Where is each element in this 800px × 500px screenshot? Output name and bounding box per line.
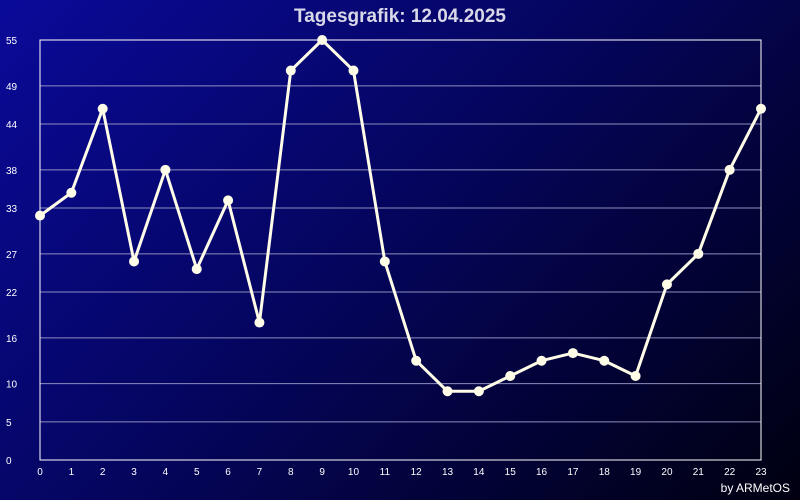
- x-tick-label: 2: [100, 467, 106, 478]
- x-tick-label: 23: [755, 467, 767, 478]
- data-point: [66, 187, 77, 198]
- y-tick-label: 27: [6, 250, 18, 261]
- x-tick-label: 18: [599, 467, 611, 478]
- x-tick-label: 1: [69, 467, 75, 478]
- x-tick-label: 11: [380, 467, 391, 478]
- data-point: [35, 210, 45, 221]
- data-point: [505, 371, 516, 381]
- y-tick-label: 5: [6, 418, 12, 429]
- x-tick-label: 8: [288, 467, 294, 478]
- y-tick-label: 0: [6, 456, 12, 467]
- y-tick-label: 22: [6, 288, 18, 299]
- y-tick-label: 16: [6, 334, 18, 345]
- data-point: [661, 279, 672, 290]
- x-tick-label: 12: [411, 467, 423, 478]
- credit-text: by ARMetOS: [720, 481, 790, 495]
- data-point: [223, 195, 234, 206]
- x-tick-label: 14: [473, 467, 485, 478]
- data-point: [97, 103, 108, 114]
- y-tick-label: 38: [6, 166, 18, 177]
- x-tick-label: 15: [505, 467, 517, 478]
- x-tick-label: 17: [567, 467, 579, 478]
- x-tick-label: 20: [661, 467, 673, 478]
- series-line: [39, 38, 763, 393]
- y-tick-label: 10: [6, 380, 18, 391]
- y-tick-label: 49: [6, 82, 18, 93]
- data-point: [285, 65, 296, 76]
- y-tick-label: 33: [6, 204, 18, 215]
- x-tick-label: 16: [536, 467, 548, 478]
- x-axis-tick-labels: 0 1 2 3 4 5 6 7 8 9 10 11 12 13 14 15 16 17 18 19 20 21 22 23: [37, 467, 767, 478]
- y-tick-label: 55: [6, 36, 18, 47]
- x-tick-label: 6: [225, 467, 231, 478]
- x-tick-label: 4: [163, 467, 169, 478]
- data-point: [536, 355, 547, 366]
- data-point: [693, 248, 704, 259]
- data-point: [317, 35, 328, 45]
- grid-lines: [40, 39, 761, 461]
- data-point: [473, 386, 484, 397]
- data-point: [348, 65, 359, 76]
- y-axis-tick-labels: 0 5 10 16 22 27 33 38 44 49 55: [6, 36, 18, 467]
- data-point: [567, 348, 578, 359]
- x-tick-label: 9: [319, 467, 325, 478]
- data-point: [379, 256, 390, 267]
- x-tick-label: 19: [630, 467, 642, 478]
- data-point: [442, 386, 453, 397]
- data-point: [756, 103, 766, 114]
- x-tick-label: 10: [348, 467, 360, 478]
- data-point: [599, 355, 610, 366]
- data-point: [160, 164, 171, 175]
- x-tick-label: 21: [693, 467, 705, 478]
- data-point: [129, 256, 140, 267]
- x-tick-label: 7: [257, 467, 263, 478]
- x-tick-label: 3: [131, 467, 137, 478]
- data-point: [191, 264, 202, 275]
- data-point: [630, 371, 641, 381]
- x-tick-label: 5: [194, 467, 200, 478]
- x-tick-label: 0: [37, 467, 43, 478]
- x-tick-label: 22: [724, 467, 736, 478]
- y-tick-label: 44: [6, 120, 18, 131]
- data-point: [724, 164, 735, 175]
- chart-title: Tagesgrafik: 12.04.2025: [294, 6, 506, 27]
- data-point: [411, 355, 422, 366]
- data-point: [254, 317, 265, 328]
- series: [35, 35, 766, 397]
- plot-frame: [39, 39, 762, 461]
- x-tick-label: 13: [442, 467, 454, 478]
